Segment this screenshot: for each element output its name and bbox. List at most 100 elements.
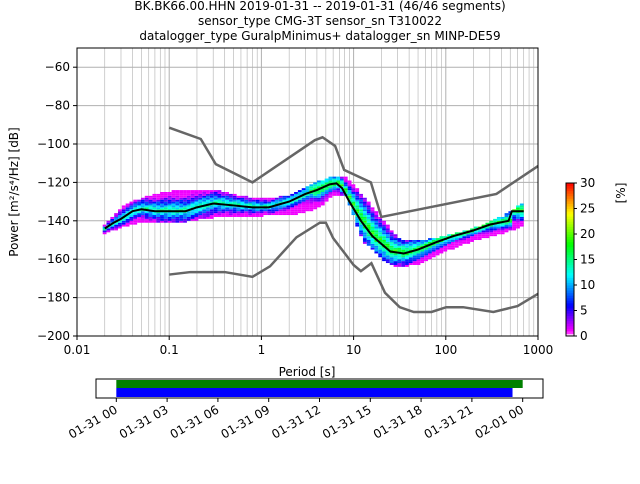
density-cell [412, 240, 417, 242]
density-cell [382, 257, 386, 260]
density-cell [401, 257, 406, 260]
density-cell [332, 176, 337, 179]
density-cell [477, 232, 482, 235]
density-cell [156, 201, 161, 204]
colorbar-segment [566, 213, 574, 217]
density-cell [297, 199, 302, 202]
density-cell [428, 249, 432, 252]
density-cell [209, 216, 214, 219]
density-cell [140, 205, 145, 208]
density-cell [198, 211, 203, 214]
density-cell [167, 203, 172, 206]
density-cell [512, 226, 517, 229]
density-cell [385, 224, 390, 227]
density-cell [516, 205, 520, 208]
density-cell [385, 234, 390, 237]
density-cell [378, 243, 383, 246]
density-cell [439, 241, 444, 244]
density-cell [160, 216, 164, 219]
density-cell [171, 220, 176, 223]
density-cell [121, 222, 126, 225]
density-cell [512, 215, 517, 217]
density-cell [458, 243, 463, 246]
density-cell [359, 226, 363, 229]
density-cell [374, 245, 379, 248]
density-cell [374, 226, 379, 229]
density-cell [137, 205, 141, 208]
density-cell [286, 209, 291, 212]
density-cell [382, 232, 386, 235]
density-cell [382, 249, 386, 252]
density-cell [370, 220, 375, 223]
density-cell [209, 192, 214, 194]
nlnm-line [169, 221, 539, 314]
density-cell [439, 247, 444, 250]
density-cell [251, 215, 256, 217]
density-cell [355, 224, 360, 227]
density-cell [324, 192, 329, 194]
density-cell [206, 199, 210, 202]
density-cell [213, 209, 218, 212]
density-cell [397, 263, 402, 265]
density-cell [328, 192, 333, 194]
density-cell [297, 197, 302, 200]
density-cell [160, 201, 164, 204]
density-cell [301, 203, 306, 206]
density-cell [420, 257, 425, 260]
density-cell [190, 218, 195, 221]
density-cell [133, 218, 138, 221]
density-cell [305, 207, 310, 210]
density-cell [274, 209, 279, 212]
density-cell [351, 209, 356, 212]
density-cell [500, 224, 505, 227]
density-cell [301, 188, 306, 191]
density-cell [152, 207, 157, 210]
density-cell [443, 245, 448, 248]
density-cell [347, 184, 352, 187]
density-cell [431, 255, 436, 258]
density-cell [401, 247, 406, 250]
density-cell [454, 238, 459, 240]
density-cell [206, 205, 210, 208]
density-cell [405, 259, 409, 262]
density-cell [129, 220, 134, 223]
density-cell [297, 190, 302, 192]
density-cell [359, 205, 363, 208]
density-cell [206, 195, 210, 198]
mean-line [104, 182, 524, 255]
timeline-tick-label: 01-31 18 [371, 402, 425, 441]
density-cell [393, 264, 398, 267]
density-cell [175, 207, 180, 210]
density-cell [305, 190, 310, 192]
density-cell [221, 195, 226, 198]
density-cell [232, 213, 237, 216]
x-tick-label: 1000 [523, 343, 554, 357]
density-cell [194, 199, 199, 202]
density-cell [324, 195, 329, 198]
density-cell [121, 224, 126, 227]
colorbar-segment [566, 218, 574, 222]
density-cell [133, 220, 138, 223]
density-cell [336, 180, 341, 183]
density-cell [163, 215, 168, 217]
density-cell [355, 220, 360, 223]
colorbar-segment [566, 259, 574, 263]
density-cell [420, 245, 425, 248]
density-cell [355, 201, 360, 204]
density-cell [186, 197, 191, 200]
density-cell [447, 243, 451, 246]
density-cell [393, 247, 398, 250]
density-cell [163, 197, 168, 200]
density-cell [167, 218, 172, 221]
density-cell [428, 253, 432, 256]
density-cell [156, 220, 161, 223]
density-cell [286, 205, 291, 208]
density-cell [259, 213, 264, 216]
density-cell [374, 243, 379, 246]
density-cell [183, 213, 187, 216]
density-cell [370, 224, 375, 227]
density-cell [171, 199, 176, 202]
density-cell [324, 197, 329, 200]
density-cell [290, 197, 295, 200]
density-cell [297, 209, 302, 212]
